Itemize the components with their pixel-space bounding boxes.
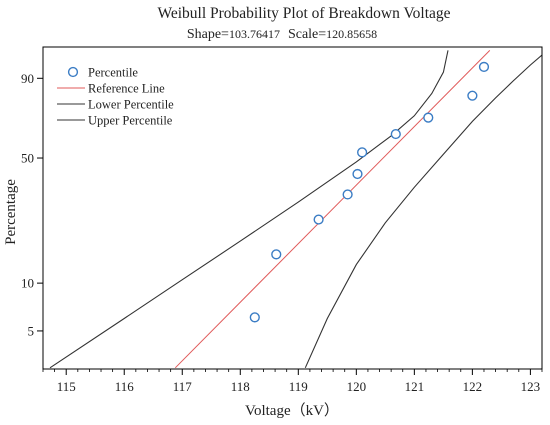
percentile-point — [467, 90, 478, 101]
series-line-upper-percentile — [304, 54, 542, 369]
legend-label: Reference Line — [88, 82, 165, 96]
shape-value: 103.76417 — [229, 27, 280, 41]
chart-subtitle: Shape=103.76417 Scale=120.85658 — [187, 27, 377, 42]
shape-label: Shape= — [187, 27, 229, 42]
y-tick-label: 10 — [21, 276, 34, 291]
legend-item: Percentile — [67, 66, 138, 80]
x-tick-label: 116 — [115, 379, 135, 394]
percentile-point — [478, 61, 490, 73]
percentile-point — [423, 112, 434, 123]
x-tick-label: 118 — [231, 379, 250, 394]
percentile-point — [249, 312, 260, 323]
plot-frame — [42, 46, 543, 370]
legend-label: Percentile — [88, 66, 138, 80]
series-line-lower-percentile — [49, 50, 449, 369]
chart-title: Weibull Probability Plot of Breakdown Vo… — [157, 5, 450, 22]
x-tick-label: 117 — [173, 379, 193, 394]
legend-item: Reference Line — [57, 82, 165, 96]
x-tick-label: 120 — [347, 379, 367, 394]
x-tick-label: 115 — [57, 379, 76, 394]
percentile-point — [357, 147, 368, 158]
x-tick-label: 122 — [463, 379, 483, 394]
y-tick-label: 5 — [28, 323, 35, 338]
scale-label: Scale= — [288, 27, 326, 42]
legend-marker — [67, 66, 79, 78]
legend-item: Lower Percentile — [57, 98, 174, 112]
percentile-point — [313, 214, 324, 225]
scale-value: 120.85658 — [326, 27, 377, 41]
series-line-reference-line — [174, 50, 491, 369]
x-tick-label: 123 — [521, 379, 541, 394]
percentile-point — [352, 168, 363, 180]
x-tick-label: 121 — [405, 379, 425, 394]
legend-item: Upper Percentile — [57, 114, 173, 128]
y-axis-label: Percentage — [3, 179, 19, 245]
percentile-point — [271, 249, 282, 260]
percentile-point — [390, 128, 401, 140]
x-axis-label: Voltage（kV） — [245, 402, 339, 419]
legend: Percentile Reference Line Lower Percentile… — [57, 66, 174, 128]
legend-label: Lower Percentile — [88, 98, 174, 112]
x-tick-label: 119 — [289, 379, 308, 394]
x-axis: 115 116 117 118 119 120 121 122 123 — [42, 369, 543, 394]
y-axis: 5 10 50 90 — [21, 71, 43, 338]
series — [49, 50, 542, 369]
legend-label: Upper Percentile — [88, 114, 173, 128]
percentile-point — [342, 189, 353, 200]
y-tick-label: 90 — [21, 71, 34, 86]
y-tick-label: 50 — [21, 151, 34, 166]
